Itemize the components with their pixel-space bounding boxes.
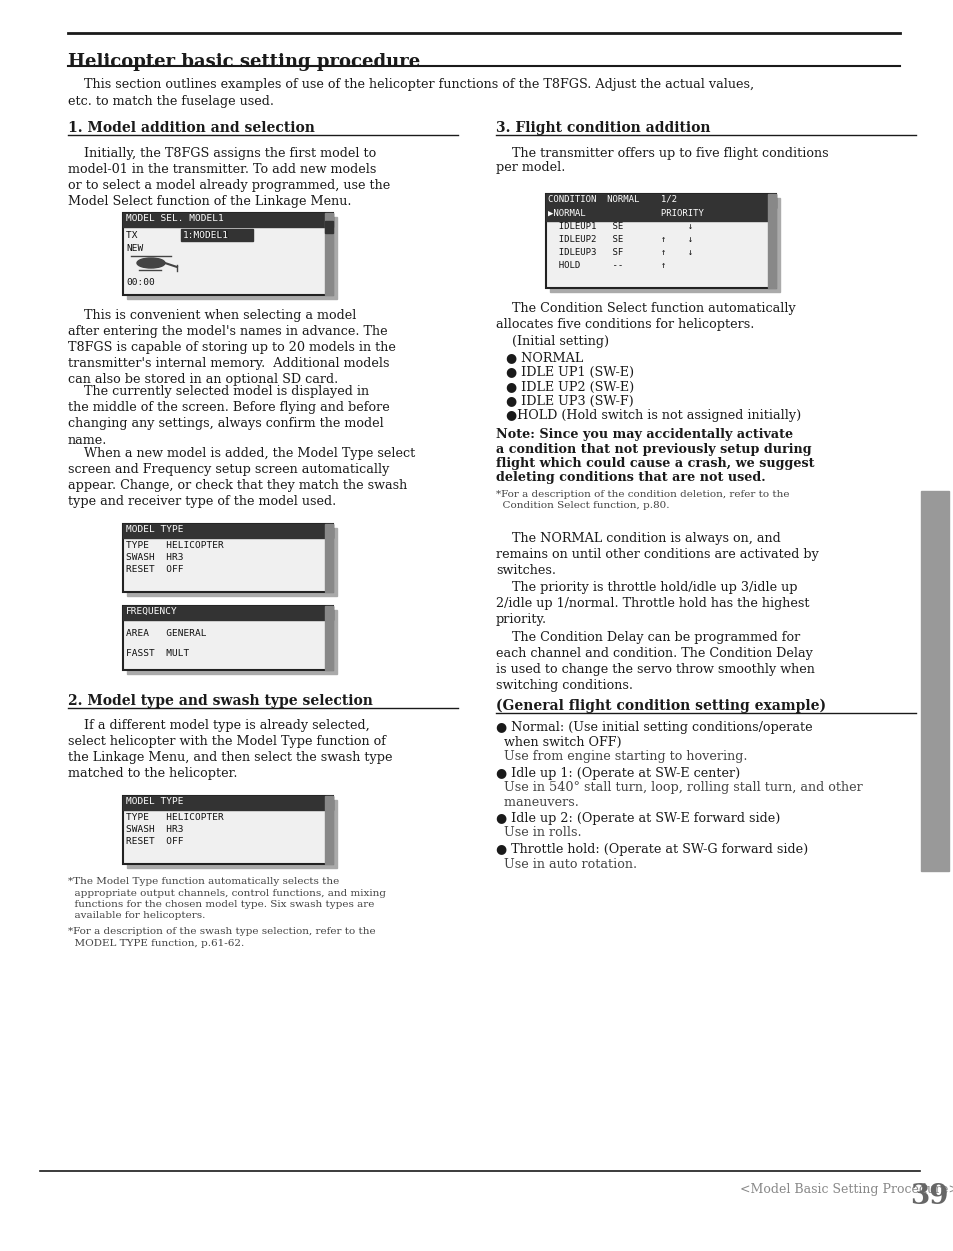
Text: 3. Flight condition addition: 3. Flight condition addition <box>496 121 710 135</box>
Text: ● NORMAL: ● NORMAL <box>505 352 582 364</box>
Text: *For a description of the condition deletion, refer to the
  Condition Select fu: *For a description of the condition dele… <box>496 490 789 510</box>
Bar <box>545 194 775 208</box>
Text: ● Throttle hold: (Operate at SW-G forward side): ● Throttle hold: (Operate at SW-G forwar… <box>496 843 807 856</box>
Text: SWASH  HR3: SWASH HR3 <box>126 826 183 834</box>
Text: HOLD      --       ↑: HOLD -- ↑ <box>547 261 665 270</box>
Bar <box>325 221 333 233</box>
Text: IDLEUP3   SF       ↑    ↓: IDLEUP3 SF ↑ ↓ <box>547 248 693 256</box>
Text: ● Idle up 1: (Operate at SW-E center): ● Idle up 1: (Operate at SW-E center) <box>496 767 740 779</box>
Text: The transmitter offers up to five flight conditions: The transmitter offers up to five flight… <box>496 148 828 160</box>
Text: FREQUENCY: FREQUENCY <box>126 607 177 615</box>
Text: 2. Model type and swash type selection: 2. Model type and swash type selection <box>68 693 373 708</box>
Text: TX        1:MODEL1: TX 1:MODEL1 <box>126 231 235 240</box>
Text: TYPE   HELICOPTER: TYPE HELICOPTER <box>126 813 224 822</box>
Text: The currently selected model is displayed in
the middle of the screen. Before fl: The currently selected model is displaye… <box>68 385 390 447</box>
Bar <box>123 796 333 809</box>
Text: *The Model Type function automatically selects the
  appropriate output channels: *The Model Type function automatically s… <box>68 877 386 919</box>
Bar <box>767 194 775 288</box>
Bar <box>123 213 333 295</box>
Text: The Condition Delay can be programmed for
each channel and condition. The Condit: The Condition Delay can be programmed fo… <box>496 631 814 692</box>
Text: The priority is throttle hold/idle up 3/idle up
2/idle up 1/normal. Throttle hol: The priority is throttle hold/idle up 3/… <box>496 582 809 627</box>
Bar <box>123 523 333 592</box>
Text: (Initial setting): (Initial setting) <box>496 335 608 348</box>
Text: The Condition Select function automatically
allocates five conditions for helico: The Condition Select function automatica… <box>496 301 795 332</box>
Text: Use from engine starting to hovering.: Use from engine starting to hovering. <box>496 751 747 763</box>
Text: Note: Since you may accidentally activate: Note: Since you may accidentally activat… <box>496 428 792 442</box>
Text: MODEL TYPE: MODEL TYPE <box>126 797 183 806</box>
Bar <box>325 213 333 295</box>
Bar <box>545 208 767 221</box>
Text: MODEL TYPE: MODEL TYPE <box>126 524 183 533</box>
Text: maneuvers.: maneuvers. <box>496 796 578 808</box>
Text: CONDITION  NORMAL    1/2: CONDITION NORMAL 1/2 <box>547 195 677 204</box>
Bar <box>123 605 333 619</box>
Text: ● Idle up 2: (Operate at SW-E forward side): ● Idle up 2: (Operate at SW-E forward si… <box>496 812 780 824</box>
Text: ● Normal: (Use initial setting conditions/operate: ● Normal: (Use initial setting condition… <box>496 721 812 734</box>
Text: Use in auto rotation.: Use in auto rotation. <box>496 857 637 871</box>
Bar <box>127 799 336 867</box>
Text: (General flight condition setting example): (General flight condition setting exampl… <box>496 699 825 713</box>
Bar <box>123 796 333 863</box>
Text: SWASH  HR3: SWASH HR3 <box>126 553 183 563</box>
Text: IDLEUP2   SE       ↑    ↓: IDLEUP2 SE ↑ ↓ <box>547 235 693 244</box>
Bar <box>127 609 336 673</box>
Bar <box>127 528 336 595</box>
Text: 39: 39 <box>909 1183 947 1210</box>
Text: ● IDLE UP1 (SW-E): ● IDLE UP1 (SW-E) <box>505 367 634 379</box>
Text: deleting conditions that are not used.: deleting conditions that are not used. <box>496 472 765 484</box>
Text: The NORMAL condition is always on, and
remains on until other conditions are act: The NORMAL condition is always on, and r… <box>496 532 818 577</box>
Text: Use in rolls.: Use in rolls. <box>496 827 581 839</box>
Ellipse shape <box>137 258 165 268</box>
Text: ▶NORMAL              PRIORITY: ▶NORMAL PRIORITY <box>547 209 703 218</box>
Text: When a new model is added, the Model Type select
screen and Frequency setup scre: When a new model is added, the Model Typ… <box>68 448 415 508</box>
Bar <box>550 198 780 291</box>
Text: IDLEUP1   SE            ↓: IDLEUP1 SE ↓ <box>547 221 693 231</box>
Text: when switch OFF): when switch OFF) <box>496 736 621 748</box>
Text: a condition that not previously setup during: a condition that not previously setup du… <box>496 443 811 455</box>
Text: NEW: NEW <box>126 244 143 253</box>
Text: RESET  OFF: RESET OFF <box>126 565 183 574</box>
Text: MODEL SEL. MODEL1: MODEL SEL. MODEL1 <box>126 214 224 223</box>
Text: 1. Model addition and selection: 1. Model addition and selection <box>68 121 314 135</box>
Bar <box>920 490 948 871</box>
Text: TYPE   HELICOPTER: TYPE HELICOPTER <box>126 542 224 550</box>
Bar <box>325 523 333 592</box>
Text: Helicopter basic setting procedure: Helicopter basic setting procedure <box>68 53 420 71</box>
Bar <box>123 213 333 226</box>
Text: <Model Basic Setting Procedure>: <Model Basic Setting Procedure> <box>740 1183 953 1196</box>
Text: This section outlines examples of use of the helicopter functions of the T8FGS. : This section outlines examples of use of… <box>68 78 753 91</box>
Bar <box>545 194 775 288</box>
Bar <box>123 605 333 669</box>
Text: If a different model type is already selected,
select helicopter with the Model : If a different model type is already sel… <box>68 719 392 781</box>
Text: Use in 540° stall turn, loop, rolling stall turn, and other: Use in 540° stall turn, loop, rolling st… <box>496 781 862 794</box>
Bar <box>325 605 333 669</box>
Text: This is convenient when selecting a model
after entering the model's names in ad: This is convenient when selecting a mode… <box>68 309 395 387</box>
Text: AREA   GENERAL: AREA GENERAL <box>126 629 206 638</box>
Text: ●HOLD (Hold switch is not assigned initially): ●HOLD (Hold switch is not assigned initi… <box>505 409 801 423</box>
Text: etc. to match the fuselage used.: etc. to match the fuselage used. <box>68 95 274 108</box>
Text: per model.: per model. <box>496 161 565 174</box>
Bar <box>181 229 253 241</box>
Text: *For a description of the swash type selection, refer to the
  MODEL TYPE functi: *For a description of the swash type sel… <box>68 927 375 947</box>
Bar <box>123 523 333 538</box>
Text: ● IDLE UP3 (SW-F): ● IDLE UP3 (SW-F) <box>505 395 633 408</box>
Text: 00:00: 00:00 <box>126 278 154 286</box>
Text: FASST  MULT: FASST MULT <box>126 649 189 658</box>
Text: ● IDLE UP2 (SW-E): ● IDLE UP2 (SW-E) <box>505 380 634 394</box>
Text: 1:MODEL1: 1:MODEL1 <box>183 231 229 240</box>
Text: Initially, the T8FGS assigns the first model to
model-01 in the transmitter. To : Initially, the T8FGS assigns the first m… <box>68 148 390 208</box>
Text: flight which could cause a crash, we suggest: flight which could cause a crash, we sug… <box>496 457 814 470</box>
Bar <box>325 796 333 863</box>
Bar <box>127 216 336 299</box>
Text: RESET  OFF: RESET OFF <box>126 837 183 847</box>
